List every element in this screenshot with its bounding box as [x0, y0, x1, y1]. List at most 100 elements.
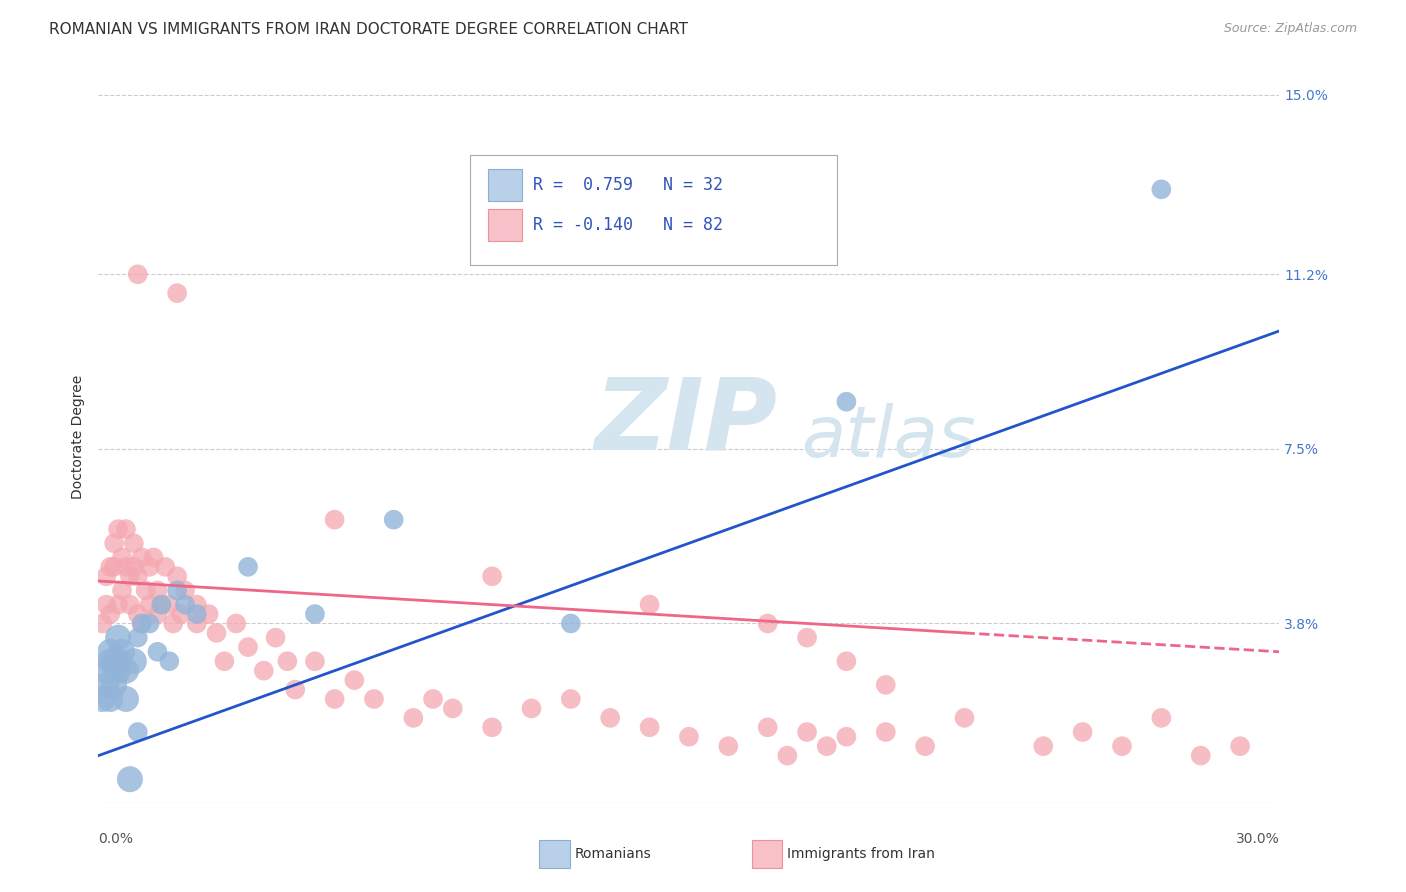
Point — [98, 692, 121, 706]
Point — [98, 607, 121, 621]
Point — [304, 654, 326, 668]
Point — [146, 583, 169, 598]
Point — [135, 583, 157, 598]
Point — [796, 725, 818, 739]
Point — [115, 559, 138, 574]
Point — [127, 631, 149, 645]
Point — [1071, 725, 1094, 739]
Point — [96, 678, 118, 692]
Point — [162, 616, 184, 631]
Point — [118, 772, 141, 787]
Text: Source: ZipAtlas.com: Source: ZipAtlas.com — [1223, 22, 1357, 36]
Point — [91, 616, 114, 631]
Point — [214, 654, 236, 668]
Point — [115, 692, 138, 706]
Point — [142, 550, 165, 565]
Text: Immigrants from Iran: Immigrants from Iran — [787, 847, 935, 861]
Point — [166, 583, 188, 598]
Point — [756, 720, 779, 734]
Point — [638, 720, 661, 734]
Point — [157, 654, 180, 668]
Point — [186, 616, 208, 631]
FancyBboxPatch shape — [752, 839, 782, 868]
Point — [96, 664, 118, 678]
Point — [150, 598, 173, 612]
FancyBboxPatch shape — [538, 839, 569, 868]
Point — [796, 631, 818, 645]
Point — [186, 607, 208, 621]
Point — [96, 569, 118, 583]
Point — [107, 664, 129, 678]
Point — [382, 513, 405, 527]
Point — [131, 550, 153, 565]
Point — [225, 616, 247, 631]
Point — [599, 711, 621, 725]
Point — [111, 583, 134, 598]
Point — [1150, 711, 1173, 725]
Point — [174, 598, 197, 612]
Point — [363, 692, 385, 706]
Point — [953, 711, 976, 725]
Text: ROMANIAN VS IMMIGRANTS FROM IRAN DOCTORATE DEGREE CORRELATION CHART: ROMANIAN VS IMMIGRANTS FROM IRAN DOCTORA… — [49, 22, 688, 37]
Point — [835, 394, 858, 409]
Point — [560, 692, 582, 706]
Point — [276, 654, 298, 668]
Point — [127, 725, 149, 739]
Point — [107, 522, 129, 536]
Point — [875, 678, 897, 692]
Text: 30.0%: 30.0% — [1236, 832, 1279, 846]
Y-axis label: Doctorate Degree: Doctorate Degree — [70, 375, 84, 500]
Point — [96, 598, 118, 612]
Point — [138, 559, 160, 574]
Point — [155, 559, 177, 574]
Point — [138, 598, 160, 612]
Point — [98, 645, 121, 659]
Point — [323, 513, 346, 527]
Point — [776, 748, 799, 763]
Point — [264, 631, 287, 645]
Point — [170, 607, 193, 621]
Point — [284, 682, 307, 697]
Point — [157, 598, 180, 612]
Point — [756, 616, 779, 631]
Point — [107, 654, 129, 668]
Text: ZIP: ZIP — [595, 374, 778, 471]
Point — [678, 730, 700, 744]
Point — [150, 598, 173, 612]
Point — [166, 286, 188, 301]
Point — [835, 730, 858, 744]
Point — [98, 559, 121, 574]
Point — [914, 739, 936, 754]
Point — [815, 739, 838, 754]
Point — [1032, 739, 1054, 754]
Point — [1229, 739, 1251, 754]
Point — [166, 569, 188, 583]
Text: 0.0%: 0.0% — [98, 832, 134, 846]
Point — [481, 720, 503, 734]
Point — [441, 701, 464, 715]
Point — [1189, 748, 1212, 763]
Point — [103, 654, 125, 668]
Point — [122, 654, 145, 668]
Point — [343, 673, 366, 687]
Point — [186, 598, 208, 612]
Point — [118, 598, 141, 612]
Point — [205, 626, 228, 640]
Point — [481, 569, 503, 583]
Point — [197, 607, 219, 621]
Point — [146, 607, 169, 621]
Point — [103, 559, 125, 574]
Point — [127, 607, 149, 621]
Point — [1111, 739, 1133, 754]
Point — [138, 616, 160, 631]
Point — [131, 616, 153, 631]
Text: R = -0.140   N = 82: R = -0.140 N = 82 — [533, 216, 723, 234]
Point — [236, 640, 259, 654]
Point — [875, 725, 897, 739]
Point — [107, 598, 129, 612]
Text: Romanians: Romanians — [575, 847, 651, 861]
Point — [115, 664, 138, 678]
Point — [98, 654, 121, 668]
Point — [122, 559, 145, 574]
Point — [107, 631, 129, 645]
